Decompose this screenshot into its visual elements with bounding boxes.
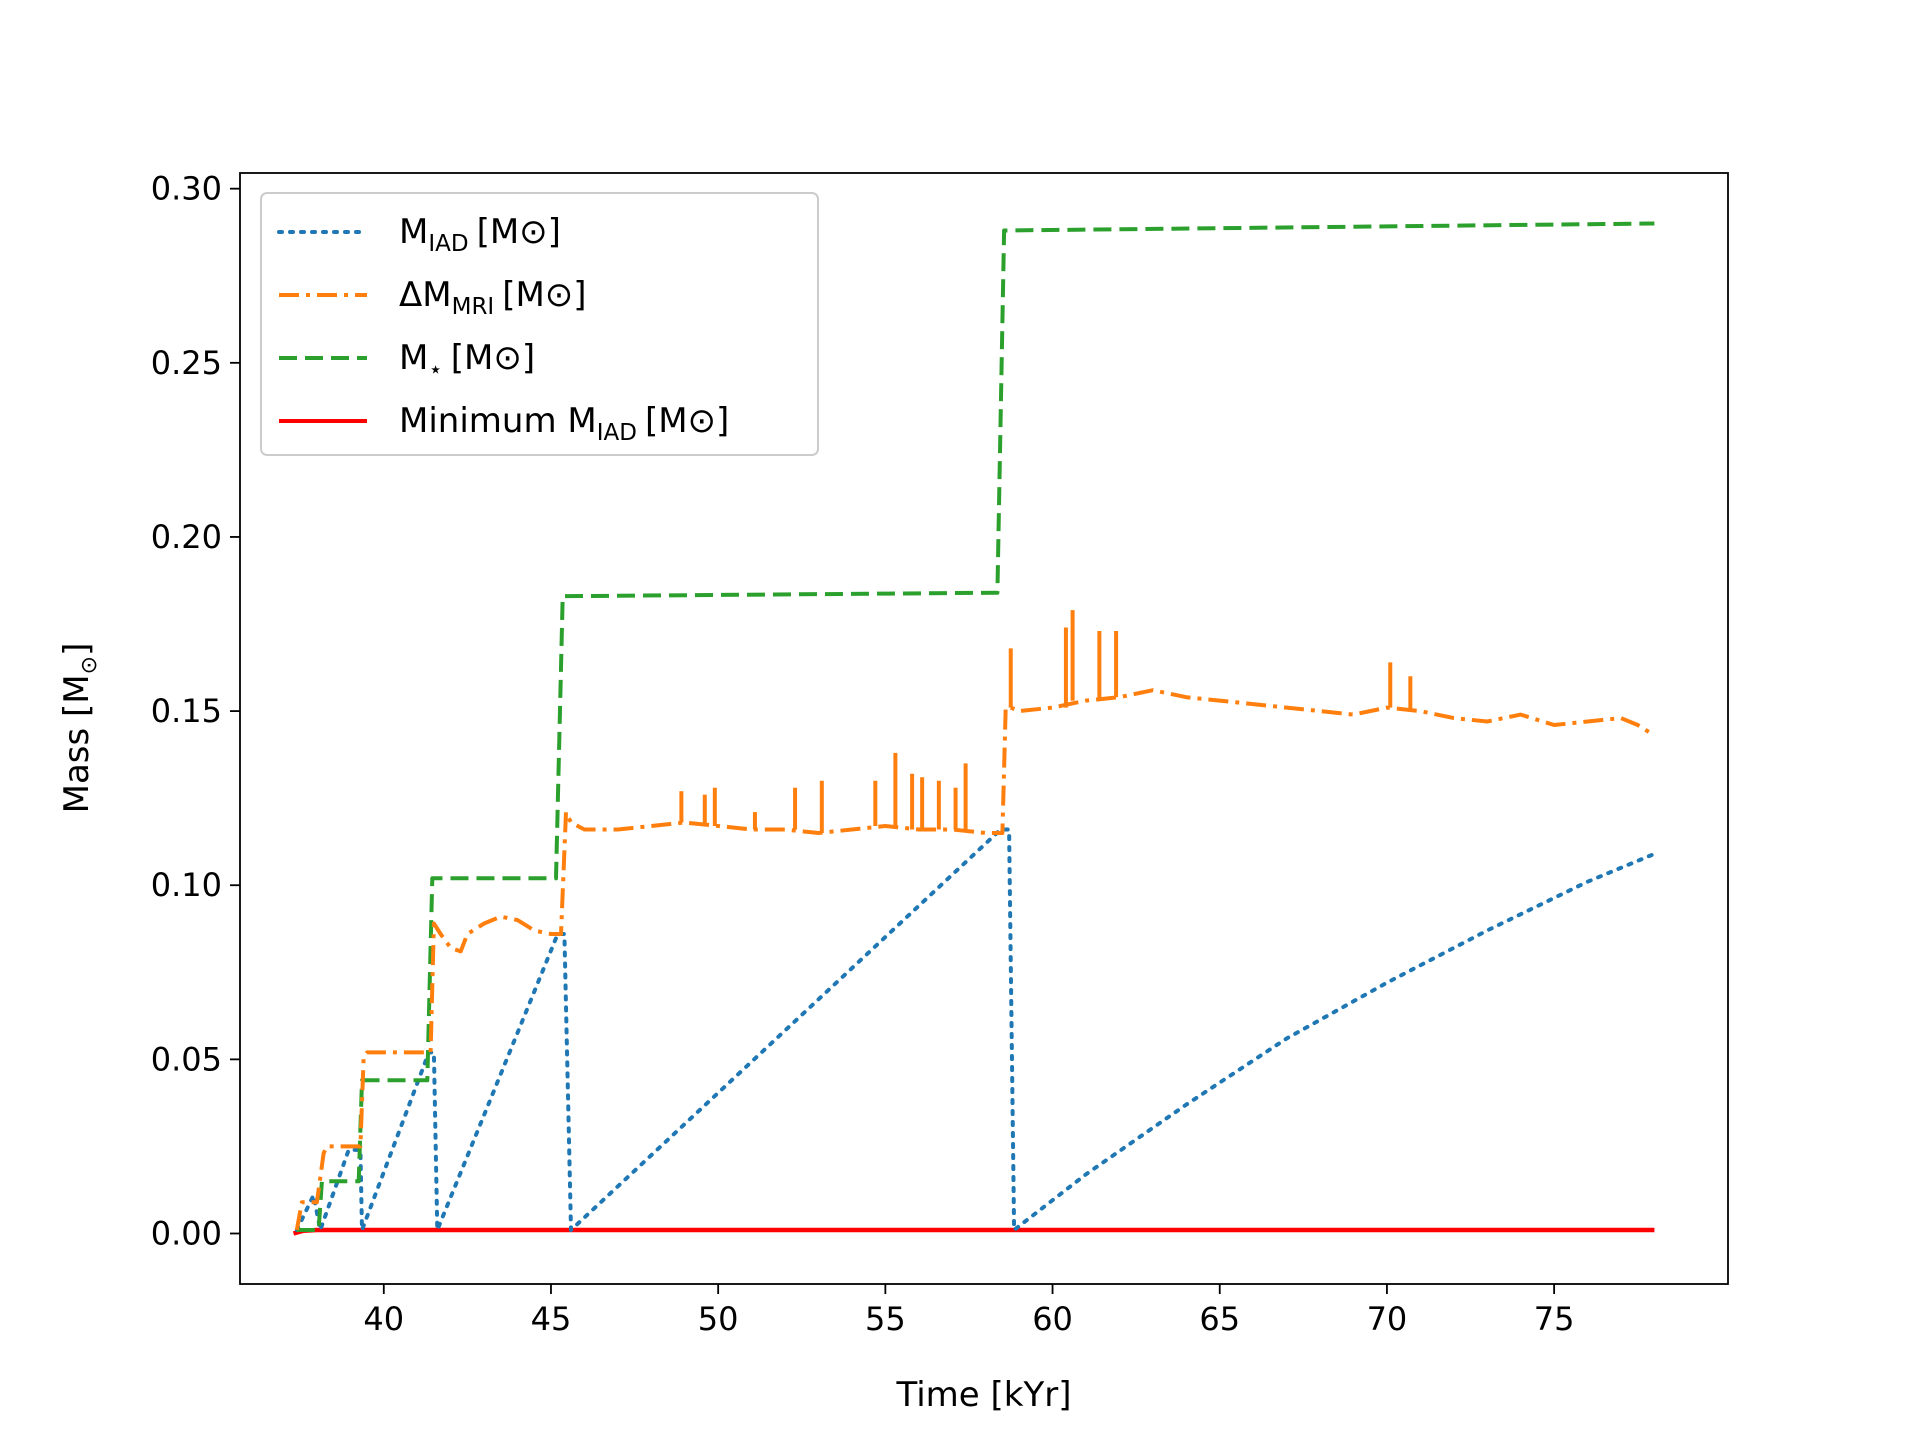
y-axis-label-sub: ⊙ bbox=[77, 656, 102, 674]
x-tick-label: 70 bbox=[1367, 1300, 1408, 1338]
legend-label-mri: ΔMMRI [M⊙] bbox=[399, 275, 587, 320]
x-tick-label: 50 bbox=[698, 1300, 739, 1338]
y-axis-label-main: Mass [M bbox=[57, 674, 97, 813]
x-tick-label: 45 bbox=[531, 1300, 572, 1338]
y-axis: 0.00 0.05 0.10 0.15 0.20 0.25 0.30 bbox=[151, 170, 240, 1253]
x-axis: 40 45 50 55 60 65 70 75 bbox=[363, 1284, 1574, 1338]
series-mri bbox=[294, 610, 1656, 1231]
plot-frame bbox=[239, 172, 1729, 1285]
y-tick-label: 0.25 bbox=[151, 344, 222, 382]
legend-label-min: Minimum MIAD [M⊙] bbox=[399, 401, 729, 446]
series-mstar bbox=[296, 221, 1655, 1232]
series-layer bbox=[292, 221, 1657, 1236]
y-tick-label: 0.20 bbox=[151, 518, 222, 556]
y-axis-label: Mass [M⊙] bbox=[57, 643, 102, 814]
series-iad bbox=[294, 827, 1657, 1232]
legend-label-iad: MIAD [M⊙] bbox=[399, 212, 561, 257]
series-line-mstar bbox=[296, 221, 1655, 1232]
y-tick-label: 0.10 bbox=[151, 866, 222, 904]
legend-box bbox=[260, 192, 819, 456]
x-tick-label: 55 bbox=[865, 1300, 906, 1338]
legend-label-mstar: M⋆ [M⊙] bbox=[399, 338, 535, 383]
legend: MIAD [M⊙] ΔMMRI [M⊙] M⋆ [M⊙] Minimum MIAD [M⊙] bbox=[260, 192, 819, 456]
x-tick-label: 40 bbox=[363, 1300, 404, 1338]
y-tick-label: 0.00 bbox=[151, 1215, 222, 1253]
series-line-iad bbox=[294, 827, 1657, 1232]
y-axis-label-close: ] bbox=[57, 643, 97, 656]
x-tick-label: 60 bbox=[1032, 1300, 1073, 1338]
y-tick-label: 0.15 bbox=[151, 692, 222, 730]
x-axis-label: Time [kYr] bbox=[896, 1375, 1072, 1415]
x-tick-label: 65 bbox=[1199, 1300, 1240, 1338]
x-tick-label: 75 bbox=[1534, 1300, 1575, 1338]
y-tick-label: 0.30 bbox=[151, 170, 222, 208]
y-tick-label: 0.05 bbox=[151, 1040, 222, 1078]
